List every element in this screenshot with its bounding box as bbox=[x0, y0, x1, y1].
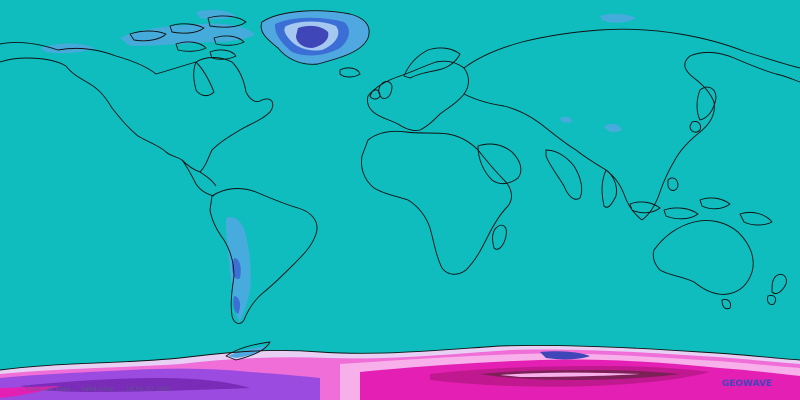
greenland-ice-field bbox=[261, 10, 370, 65]
andes-snow bbox=[226, 217, 251, 322]
forecast-credit-text: ... Forecast base ... Valid time: ... 18… bbox=[18, 386, 173, 393]
antarctic-snow-bands bbox=[0, 345, 800, 400]
brand-logo: GEOWAVE bbox=[722, 379, 773, 389]
coastlines bbox=[0, 10, 800, 371]
arctic-snow-patches bbox=[40, 9, 636, 133]
